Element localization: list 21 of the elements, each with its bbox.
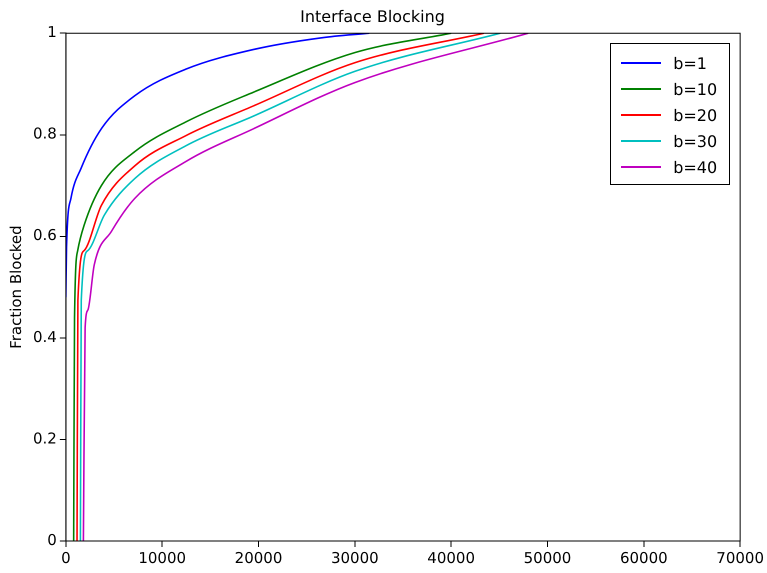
y-tick-label: 0.6 xyxy=(32,226,57,244)
y-axis-title: Fraction Blocked xyxy=(6,225,25,349)
y-tick-label: 1 xyxy=(47,23,57,42)
chart-title: Interface Blocking xyxy=(300,6,445,26)
legend-label: b=30 xyxy=(673,132,718,151)
x-tick-label: 10000 xyxy=(138,548,186,567)
legend-label: b=20 xyxy=(673,106,718,125)
x-tick-label: 30000 xyxy=(330,548,379,567)
y-tick-label: 0.4 xyxy=(32,328,57,346)
legend-label: b=10 xyxy=(673,80,718,99)
x-tick-label: 50000 xyxy=(524,548,572,567)
x-tick-label: 70000 xyxy=(716,548,764,567)
y-tick-label: 0.2 xyxy=(32,429,57,448)
x-tick-label: 20000 xyxy=(234,548,282,567)
legend-label: b=1 xyxy=(673,54,707,73)
x-tick-label: 0 xyxy=(61,548,71,567)
x-tick-label: 60000 xyxy=(620,548,668,567)
y-tick-label: 0.8 xyxy=(32,124,57,143)
y-tick-label: 0 xyxy=(47,530,57,549)
legend-label: b=40 xyxy=(673,158,718,177)
x-tick-label: 40000 xyxy=(427,548,476,567)
